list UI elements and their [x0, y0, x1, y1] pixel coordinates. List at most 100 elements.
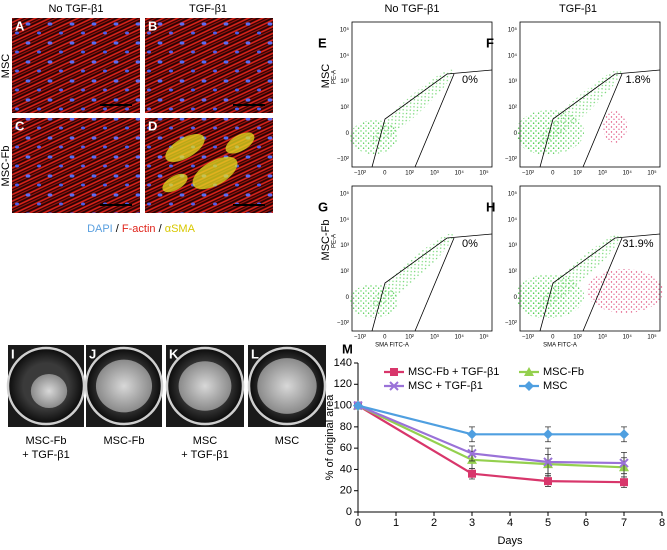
y-tick-label: 100	[334, 399, 352, 411]
marker	[619, 458, 629, 468]
gate-percentage: 31.9%	[622, 238, 653, 250]
y-tick-label: 120	[334, 378, 352, 390]
x-tick-label: 10³	[598, 171, 607, 177]
marker	[467, 448, 477, 459]
y-tick-label: 10²	[340, 105, 349, 111]
marker	[524, 381, 534, 391]
gate-percentage: 1.8%	[625, 74, 650, 86]
y-tick-label: 0	[346, 131, 350, 137]
panel-letter: M	[342, 341, 353, 356]
x-tick-label: 6	[583, 517, 589, 529]
marker	[543, 429, 553, 440]
gel-disc	[178, 361, 232, 411]
y-tick-label: 10³	[508, 243, 517, 249]
marker	[468, 469, 476, 478]
gel-label: MSC	[193, 435, 218, 447]
x-tick-label: −10²	[522, 171, 534, 177]
y-tick-label: −10²	[337, 321, 349, 327]
x-axis-label: SMA FITC-A	[543, 343, 577, 349]
y-tick-label: 10⁴	[508, 216, 518, 223]
panel-letter: C	[15, 118, 25, 133]
x-tick-label: 10⁴	[455, 334, 465, 341]
y-tick-label: 10⁵	[508, 191, 518, 198]
y-tick-label: 0	[514, 131, 518, 137]
micrograph-nuclei	[145, 18, 273, 113]
y-tick-label: 10³	[508, 79, 517, 85]
event-cloud	[370, 69, 454, 145]
x-tick-label: 8	[659, 517, 665, 529]
x-tick-label: 10³	[430, 171, 439, 177]
y-tick-label: 10⁴	[340, 52, 350, 59]
event-cloud-sma	[603, 111, 627, 143]
y-tick-label: 10⁴	[508, 52, 518, 59]
x-tick-label: 10²	[573, 171, 582, 177]
x-tick-label: −10²	[522, 335, 534, 341]
panel-letter: L	[251, 346, 259, 361]
row-label: MSC	[320, 64, 332, 89]
y-axis-label: % of original area	[324, 394, 336, 480]
x-tick-label: −10²	[354, 171, 366, 177]
gate	[539, 69, 661, 168]
x-tick-label: 10²	[573, 335, 582, 341]
gel-label: MSC-Fb	[26, 435, 67, 447]
stain-legend-item: αSMA	[165, 223, 196, 235]
y-tick-label: 0	[514, 295, 518, 301]
y-tick-label: 20	[340, 485, 352, 497]
y-tick-label: −10²	[337, 157, 349, 163]
asma-stain	[192, 156, 238, 190]
gate-percentage: 0%	[462, 238, 478, 250]
legend-label: MSC-Fb	[543, 366, 584, 378]
y-tick-label: 10⁵	[340, 27, 350, 34]
x-tick-label: 10⁴	[623, 170, 633, 177]
x-tick-label: 0	[383, 171, 387, 177]
panel-letter: F	[486, 35, 494, 50]
column-header: No TGF-β1	[384, 3, 439, 15]
gel-label: MSC-Fb	[104, 435, 145, 447]
x-tick-label: 10²	[405, 171, 414, 177]
x-tick-label: 0	[551, 171, 555, 177]
stain-legend: DAPI / F-actin / αSMA	[87, 223, 196, 235]
y-axis-label: PE-A	[332, 234, 338, 248]
column-header: No TGF-β1	[48, 3, 103, 15]
asma-stain	[165, 134, 205, 162]
x-tick-label: 5	[545, 517, 551, 529]
x-tick-label: 2	[431, 517, 437, 529]
x-tick-label: −10²	[354, 335, 366, 341]
y-tick-label: 10⁴	[340, 216, 350, 223]
x-axis-label: Days	[497, 535, 523, 547]
event-cloud	[516, 274, 584, 318]
gate	[539, 233, 661, 332]
y-tick-label: 0	[346, 506, 352, 518]
asma-stain	[225, 132, 255, 154]
gel-disc	[95, 359, 153, 413]
stain-legend-item: /	[156, 223, 165, 235]
gate	[371, 233, 493, 332]
x-tick-label: 10³	[430, 335, 439, 341]
panel-letter: A	[15, 18, 25, 33]
x-tick-label: 10⁵	[479, 334, 489, 341]
panel-letter: J	[89, 346, 96, 361]
x-tick-label: 10⁵	[479, 170, 489, 177]
y-tick-label: 40	[340, 463, 352, 475]
marker	[390, 368, 398, 376]
y-tick-label: 80	[340, 421, 352, 433]
stain-legend-item: /	[113, 223, 122, 235]
panel-letter: K	[169, 346, 179, 361]
panel-letter: H	[486, 199, 495, 214]
micrograph-nuclei	[12, 118, 140, 213]
y-tick-label: 140	[334, 357, 352, 369]
marker	[543, 457, 553, 467]
row-label: MSC-Fb	[320, 220, 332, 261]
gel-disc	[257, 358, 317, 414]
x-tick-label: 1	[393, 517, 399, 529]
gate	[371, 69, 493, 168]
event-cloud	[370, 233, 454, 309]
asma-stain	[162, 173, 188, 193]
gel-label: MSC	[275, 435, 300, 447]
gel-disc	[30, 373, 68, 409]
series-line	[357, 404, 624, 436]
y-tick-label: 10³	[340, 243, 349, 249]
x-tick-label: 7	[621, 517, 627, 529]
event-cloud-sma	[587, 269, 663, 313]
legend-label: MSC-Fb + TGF-β1	[408, 366, 499, 378]
